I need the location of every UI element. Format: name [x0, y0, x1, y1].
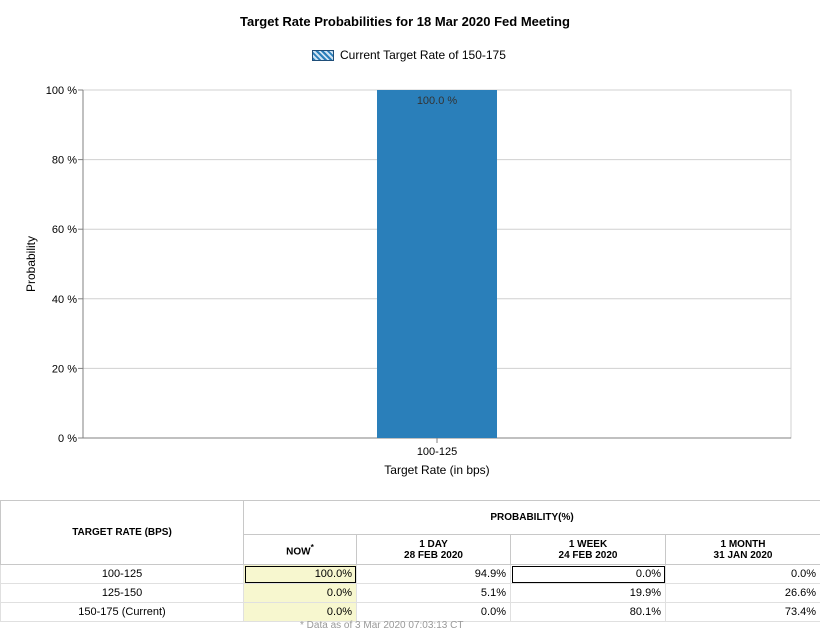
probability-cell: 0.0% — [511, 565, 666, 584]
probability-cell: 5.1% — [357, 584, 511, 603]
y-tick-label: 60 % — [52, 224, 77, 236]
probability-cell: 100.0% — [244, 565, 357, 584]
probability-chart: 0 % 20 % 40 % 60 % 80 % 100 % 100.0 % 100-125 Ta… — [0, 0, 820, 495]
x-tick-label: 100-125 — [417, 446, 457, 458]
y-axis-label: Probability — [24, 236, 38, 292]
column-footnote-marker: * — [311, 542, 314, 552]
bar — [377, 90, 497, 438]
probability-cell: 0.0% — [244, 584, 357, 603]
target-rate-cell: 150-175 (Current) — [1, 603, 244, 622]
probability-cell: 94.9% — [357, 565, 511, 584]
table-row: 150-175 (Current)0.0%0.0%80.1%73.4% — [1, 603, 820, 622]
column-label: 1 DAY — [357, 539, 510, 550]
x-axis-label: Target Rate (in bps) — [384, 463, 489, 477]
bar-data-label: 100.0 % — [417, 95, 458, 107]
y-tick-label: 80 % — [52, 155, 77, 167]
probability-cell: 0.0% — [357, 603, 511, 622]
target-rate-cell: 125-150 — [1, 584, 244, 603]
column-date: 28 FEB 2020 — [357, 550, 510, 561]
probability-cell: 26.6% — [666, 584, 820, 603]
column-label: 1 MONTH — [666, 539, 820, 550]
column-header-0: NOW* — [244, 535, 357, 565]
probability-cell: 80.1% — [511, 603, 666, 622]
probability-cell: 0.0% — [666, 565, 820, 584]
y-tick-label: 100 % — [46, 85, 77, 97]
column-label: NOW* — [244, 542, 356, 557]
probability-table: TARGET RATE (BPS) PROBABILITY(%) NOW*1 D… — [0, 500, 820, 622]
probability-header: PROBABILITY(%) — [244, 501, 820, 535]
y-tick-label: 40 % — [52, 294, 77, 306]
probability-cell: 0.0% — [244, 603, 357, 622]
y-tick-label: 0 % — [58, 433, 77, 445]
probability-cell: 19.9% — [511, 584, 666, 603]
column-date: 24 FEB 2020 — [511, 550, 665, 561]
y-tick-label: 20 % — [52, 363, 77, 375]
target-rate-cell: 100-125 — [1, 565, 244, 584]
target-rate-header: TARGET RATE (BPS) — [1, 501, 244, 565]
column-label: 1 WEEK — [511, 539, 665, 550]
column-date: 31 JAN 2020 — [666, 550, 820, 561]
probability-cell: 73.4% — [666, 603, 820, 622]
